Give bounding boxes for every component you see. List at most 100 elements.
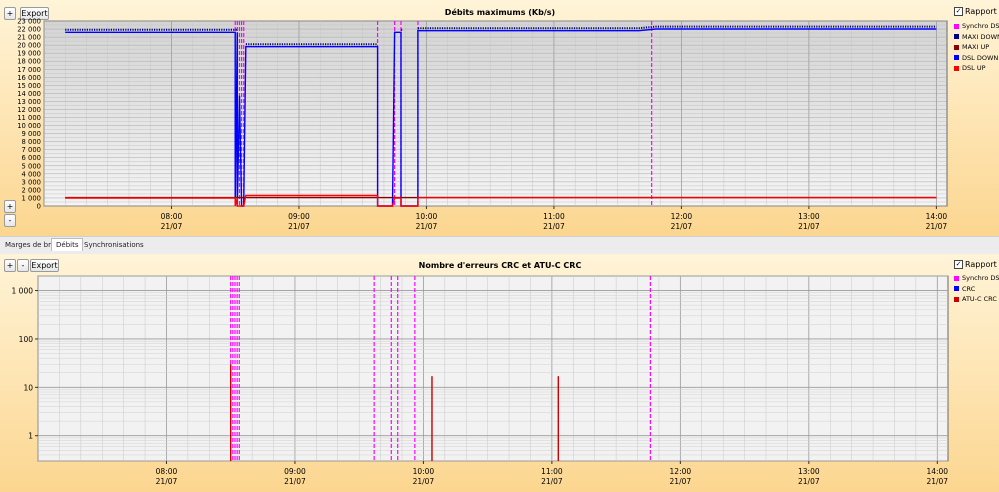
x-tick-date-label: 21/07	[798, 222, 820, 231]
y-tick-label: 9 000	[22, 130, 41, 138]
legend-label: CRC	[962, 284, 976, 293]
y-tick-label: 7 000	[22, 146, 41, 154]
legend-label: Synchro DSL	[962, 274, 999, 282]
x-tick-label: 13:00	[798, 467, 820, 476]
x-tick-label: 13:00	[798, 212, 820, 221]
legend-label: MAXI DOWN	[962, 32, 999, 41]
export-button[interactable]: Export	[30, 259, 59, 272]
legend-swatch	[954, 55, 959, 60]
y-tick-label: 20 000	[17, 42, 41, 50]
y-tick-label: 22 000	[17, 26, 41, 34]
legend-item: CRC	[954, 285, 975, 293]
y-tick-label: 12 000	[17, 106, 41, 114]
y-tick-label: 2 000	[22, 186, 41, 194]
x-tick-label: 08:00	[161, 212, 183, 221]
legend-label: Synchro DSL	[962, 22, 999, 30]
y-tick-label: 6 000	[22, 154, 41, 162]
x-tick-date-label: 21/07	[288, 222, 310, 231]
legend-item: DSL UP	[954, 64, 986, 72]
x-tick-date-label: 21/07	[156, 477, 178, 486]
y-tick-label: 15 000	[17, 82, 41, 90]
zoom-in-button[interactable]: +	[4, 7, 16, 20]
series-maxi-down	[65, 25, 937, 46]
x-tick-label: 11:00	[541, 467, 563, 476]
x-tick-date-label: 21/07	[416, 222, 438, 231]
tab-debits[interactable]: Débits	[51, 238, 84, 251]
chart-title: Nombre d'erreurs CRC et ATU-C CRC	[418, 261, 582, 270]
x-tick-label: 09:00	[284, 467, 306, 476]
x-tick-date-label: 21/07	[926, 477, 948, 486]
y-tick-label: 5 000	[22, 162, 41, 170]
y-tick-label: 3 000	[22, 178, 41, 186]
legend-swatch	[954, 296, 959, 302]
x-tick-label: 12:00	[671, 212, 693, 221]
x-tick-date-label: 21/07	[671, 222, 693, 231]
y-tick-label: 13 000	[17, 98, 41, 106]
legend-swatch	[954, 275, 959, 281]
y-tick-label: 16 000	[17, 74, 41, 82]
rapport-label: Rapport	[965, 260, 997, 269]
x-tick-label: 14:00	[926, 467, 948, 476]
x-tick-date-label: 21/07	[926, 222, 948, 231]
zoom-out-button[interactable]: -	[17, 259, 29, 272]
x-tick-date-label: 21/07	[284, 477, 306, 486]
y-tick-label: 18 000	[17, 58, 41, 66]
chart-title: Débits maximums (Kb/s)	[444, 8, 556, 17]
zoom-in-button[interactable]: +	[4, 259, 16, 272]
legend-swatch	[954, 34, 959, 39]
y-tick-label: 23 000	[17, 18, 41, 26]
x-tick-label: 09:00	[288, 212, 310, 221]
x-tick-date-label: 21/07	[670, 477, 692, 486]
x-tick-label: 10:00	[413, 467, 435, 476]
plot-area	[37, 275, 949, 462]
x-tick-label: 12:00	[670, 467, 692, 476]
y-tick-label: 100	[19, 335, 34, 344]
legend-label: ATU-C CRC	[962, 295, 997, 303]
legend-item: Synchro DSL	[954, 22, 999, 30]
x-tick-label: 11:00	[543, 212, 565, 221]
legend-swatch	[954, 44, 959, 50]
legend-item: DSL DOWN	[954, 54, 998, 62]
tab-synchronisations[interactable]: Synchronisations	[84, 241, 144, 249]
x-tick-label: 14:00	[926, 212, 948, 221]
x-tick-label: 08:00	[156, 467, 178, 476]
series-dsl-up	[65, 194, 937, 207]
y-tick-label: 17 000	[17, 66, 41, 74]
x-tick-date-label: 21/07	[798, 477, 820, 486]
zoom-out-button[interactable]: -	[4, 214, 16, 227]
y-tick-label: 1	[28, 432, 33, 441]
legend-label: MAXI UP	[962, 43, 990, 51]
y-tick-label: 8 000	[22, 138, 41, 146]
rapport-checkbox[interactable]: ✓ Rapport	[954, 7, 997, 16]
tab-marges-de-bruit[interactable]: Marges de bruit	[5, 241, 61, 249]
legend-item: Synchro DSL	[954, 274, 999, 282]
legend-item: MAXI DOWN	[954, 33, 999, 41]
x-tick-date-label: 21/07	[543, 222, 565, 231]
checkbox-icon: ✓	[954, 260, 963, 269]
y-tick-label: 14 000	[17, 90, 41, 98]
y-tick-label: 11 000	[17, 114, 41, 122]
x-tick-date-label: 21/07	[413, 477, 435, 486]
rapport-label: Rapport	[965, 7, 997, 16]
y-tick-label: 0	[37, 203, 41, 211]
legend-item: MAXI UP	[954, 43, 989, 51]
x-tick-date-label: 21/07	[161, 222, 183, 231]
legend-label: DSL DOWN	[962, 53, 999, 62]
x-tick-date-label: 21/07	[541, 477, 563, 486]
checkbox-icon: ✓	[954, 7, 963, 16]
y-tick-label: 10 000	[17, 122, 41, 130]
x-tick-label: 10:00	[416, 212, 438, 221]
zoom-in-button[interactable]: +	[4, 200, 16, 213]
y-tick-label: 10	[23, 383, 33, 392]
rapport-checkbox[interactable]: ✓ Rapport	[954, 260, 997, 269]
y-tick-label: 1 000	[22, 194, 41, 202]
legend-swatch	[954, 23, 959, 29]
y-tick-label: 21 000	[17, 34, 41, 42]
y-tick-label: 19 000	[17, 50, 41, 58]
legend-swatch	[954, 286, 959, 291]
series-dsl-down	[65, 28, 937, 207]
export-button[interactable]: Export	[20, 7, 49, 20]
